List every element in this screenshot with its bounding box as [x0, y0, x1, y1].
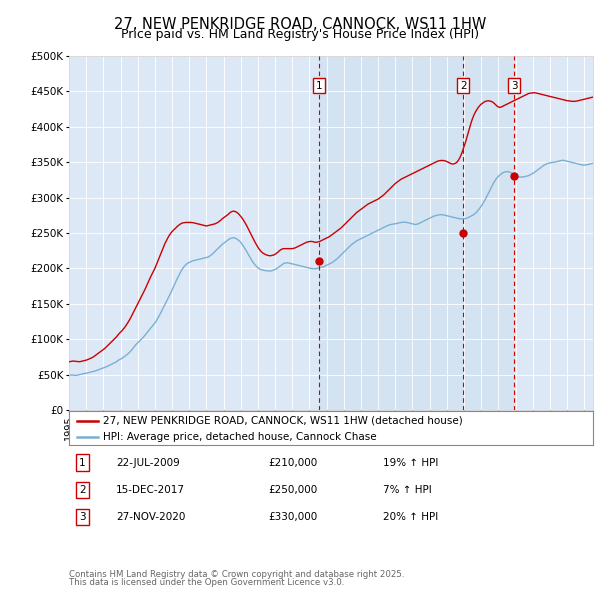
- Text: HPI: Average price, detached house, Cannock Chase: HPI: Average price, detached house, Cann…: [103, 432, 377, 442]
- Text: £210,000: £210,000: [268, 458, 317, 467]
- Text: 7% ↑ HPI: 7% ↑ HPI: [383, 485, 432, 494]
- Text: Contains HM Land Registry data © Crown copyright and database right 2025.: Contains HM Land Registry data © Crown c…: [69, 571, 404, 579]
- Text: 27-NOV-2020: 27-NOV-2020: [116, 512, 185, 522]
- Text: £330,000: £330,000: [268, 512, 317, 522]
- Text: £250,000: £250,000: [268, 485, 317, 494]
- Text: This data is licensed under the Open Government Licence v3.0.: This data is licensed under the Open Gov…: [69, 578, 344, 587]
- Text: 1: 1: [316, 81, 322, 91]
- Bar: [319, 56, 514, 410]
- Text: 3: 3: [511, 81, 517, 91]
- Text: 22-JUL-2009: 22-JUL-2009: [116, 458, 180, 467]
- Text: Price paid vs. HM Land Registry's House Price Index (HPI): Price paid vs. HM Land Registry's House …: [121, 28, 479, 41]
- Text: 2: 2: [460, 81, 467, 91]
- Text: 19% ↑ HPI: 19% ↑ HPI: [383, 458, 439, 467]
- Text: 20% ↑ HPI: 20% ↑ HPI: [383, 512, 439, 522]
- Text: 3: 3: [79, 512, 85, 522]
- Text: 27, NEW PENKRIDGE ROAD, CANNOCK, WS11 1HW: 27, NEW PENKRIDGE ROAD, CANNOCK, WS11 1H…: [114, 17, 486, 31]
- Text: 27, NEW PENKRIDGE ROAD, CANNOCK, WS11 1HW (detached house): 27, NEW PENKRIDGE ROAD, CANNOCK, WS11 1H…: [103, 416, 463, 426]
- Text: 2: 2: [79, 485, 85, 494]
- Text: 15-DEC-2017: 15-DEC-2017: [116, 485, 185, 494]
- Text: 1: 1: [79, 458, 85, 467]
